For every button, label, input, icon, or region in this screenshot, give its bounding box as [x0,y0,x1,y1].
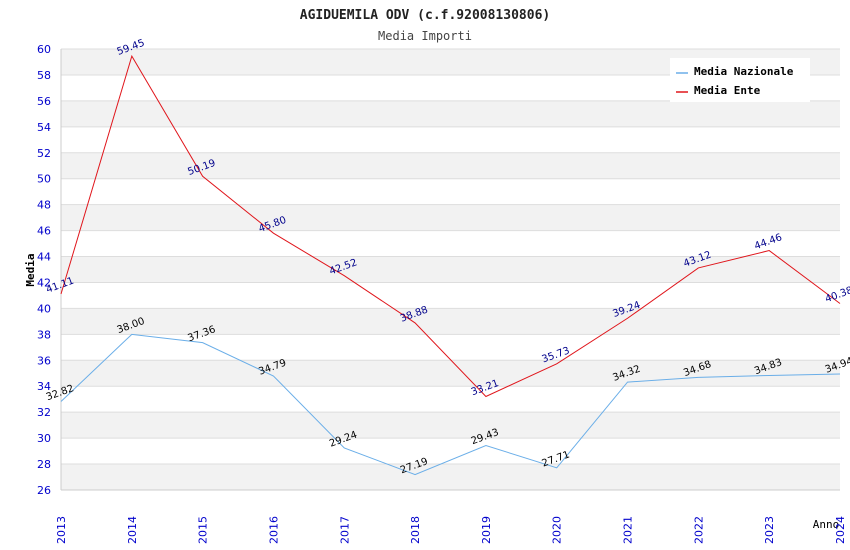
y-tick-label: 38 [37,328,51,341]
y-tick-label: 58 [37,69,51,82]
x-tick-label: 2015 [197,516,210,544]
x-tick-label: 2016 [267,516,280,544]
grid-band [61,282,840,309]
x-tick-label: 2013 [55,516,68,544]
grid-band [61,152,840,179]
x-axis-ticks: 2013 2014 2015 2016 2017 2018 2019 2020 2021 2022… [55,516,847,544]
legend-label-media-nazionale: Media Nazionale [694,65,794,78]
x-tick-label: 2017 [338,516,351,544]
x-axis-label: Anno [813,518,840,531]
y-axis-ticks: 26 28 30 32 34 36 38 40 42 44 46 48 50 52 54 56 58 60 [37,43,51,497]
grid-band [61,334,840,361]
x-tick-label: 2018 [409,516,422,544]
x-tick-label: 2021 [622,516,635,544]
x-tick-label: 2024 [834,516,847,544]
y-tick-label: 50 [37,173,51,186]
y-tick-label: 30 [37,432,51,445]
y-tick-label: 34 [37,380,51,393]
grid-band [61,204,840,231]
y-tick-label: 60 [37,43,51,56]
y-tick-label: 36 [37,354,51,367]
grid-band [61,126,840,153]
y-tick-label: 56 [37,95,51,108]
legend-label-media-ente: Media Ente [694,84,761,97]
x-tick-label: 2019 [480,516,493,544]
grid-band [61,230,840,257]
y-tick-label: 40 [37,302,51,315]
chart-subtitle: Media Importi [378,29,472,43]
grid-band [61,386,840,413]
x-tick-label: 2020 [551,516,564,544]
y-tick-label: 28 [37,458,51,471]
x-tick-label: 2014 [126,516,139,544]
series-line-media-ente [60,54,841,398]
grid-band [61,360,840,387]
grid-band [61,464,840,490]
grid-band [61,412,840,439]
grid-band [61,100,840,127]
chart-title: AGIDUEMILA ODV (c.f.92008130806) [300,8,550,23]
y-tick-label: 44 [37,251,51,264]
y-tick-label: 32 [37,406,51,419]
grid-band [61,256,840,283]
y-tick-label: 52 [37,147,51,160]
y-tick-label: 26 [37,484,51,497]
legend-box [670,58,810,102]
y-tick-label: 54 [37,121,51,134]
y-axis-label: Media [24,253,37,286]
series-lines [60,54,841,476]
y-tick-label: 42 [37,276,51,289]
series-line-media-nazionale [60,333,841,476]
x-tick-label: 2022 [692,516,705,544]
grid-band [61,178,840,205]
y-tick-label: 48 [37,199,51,212]
x-tick-label: 2023 [763,516,776,544]
grid-bands [60,48,840,491]
legend: Media Nazionale Media Ente [670,58,810,102]
grid-band [61,308,840,335]
y-tick-label: 46 [37,225,51,238]
